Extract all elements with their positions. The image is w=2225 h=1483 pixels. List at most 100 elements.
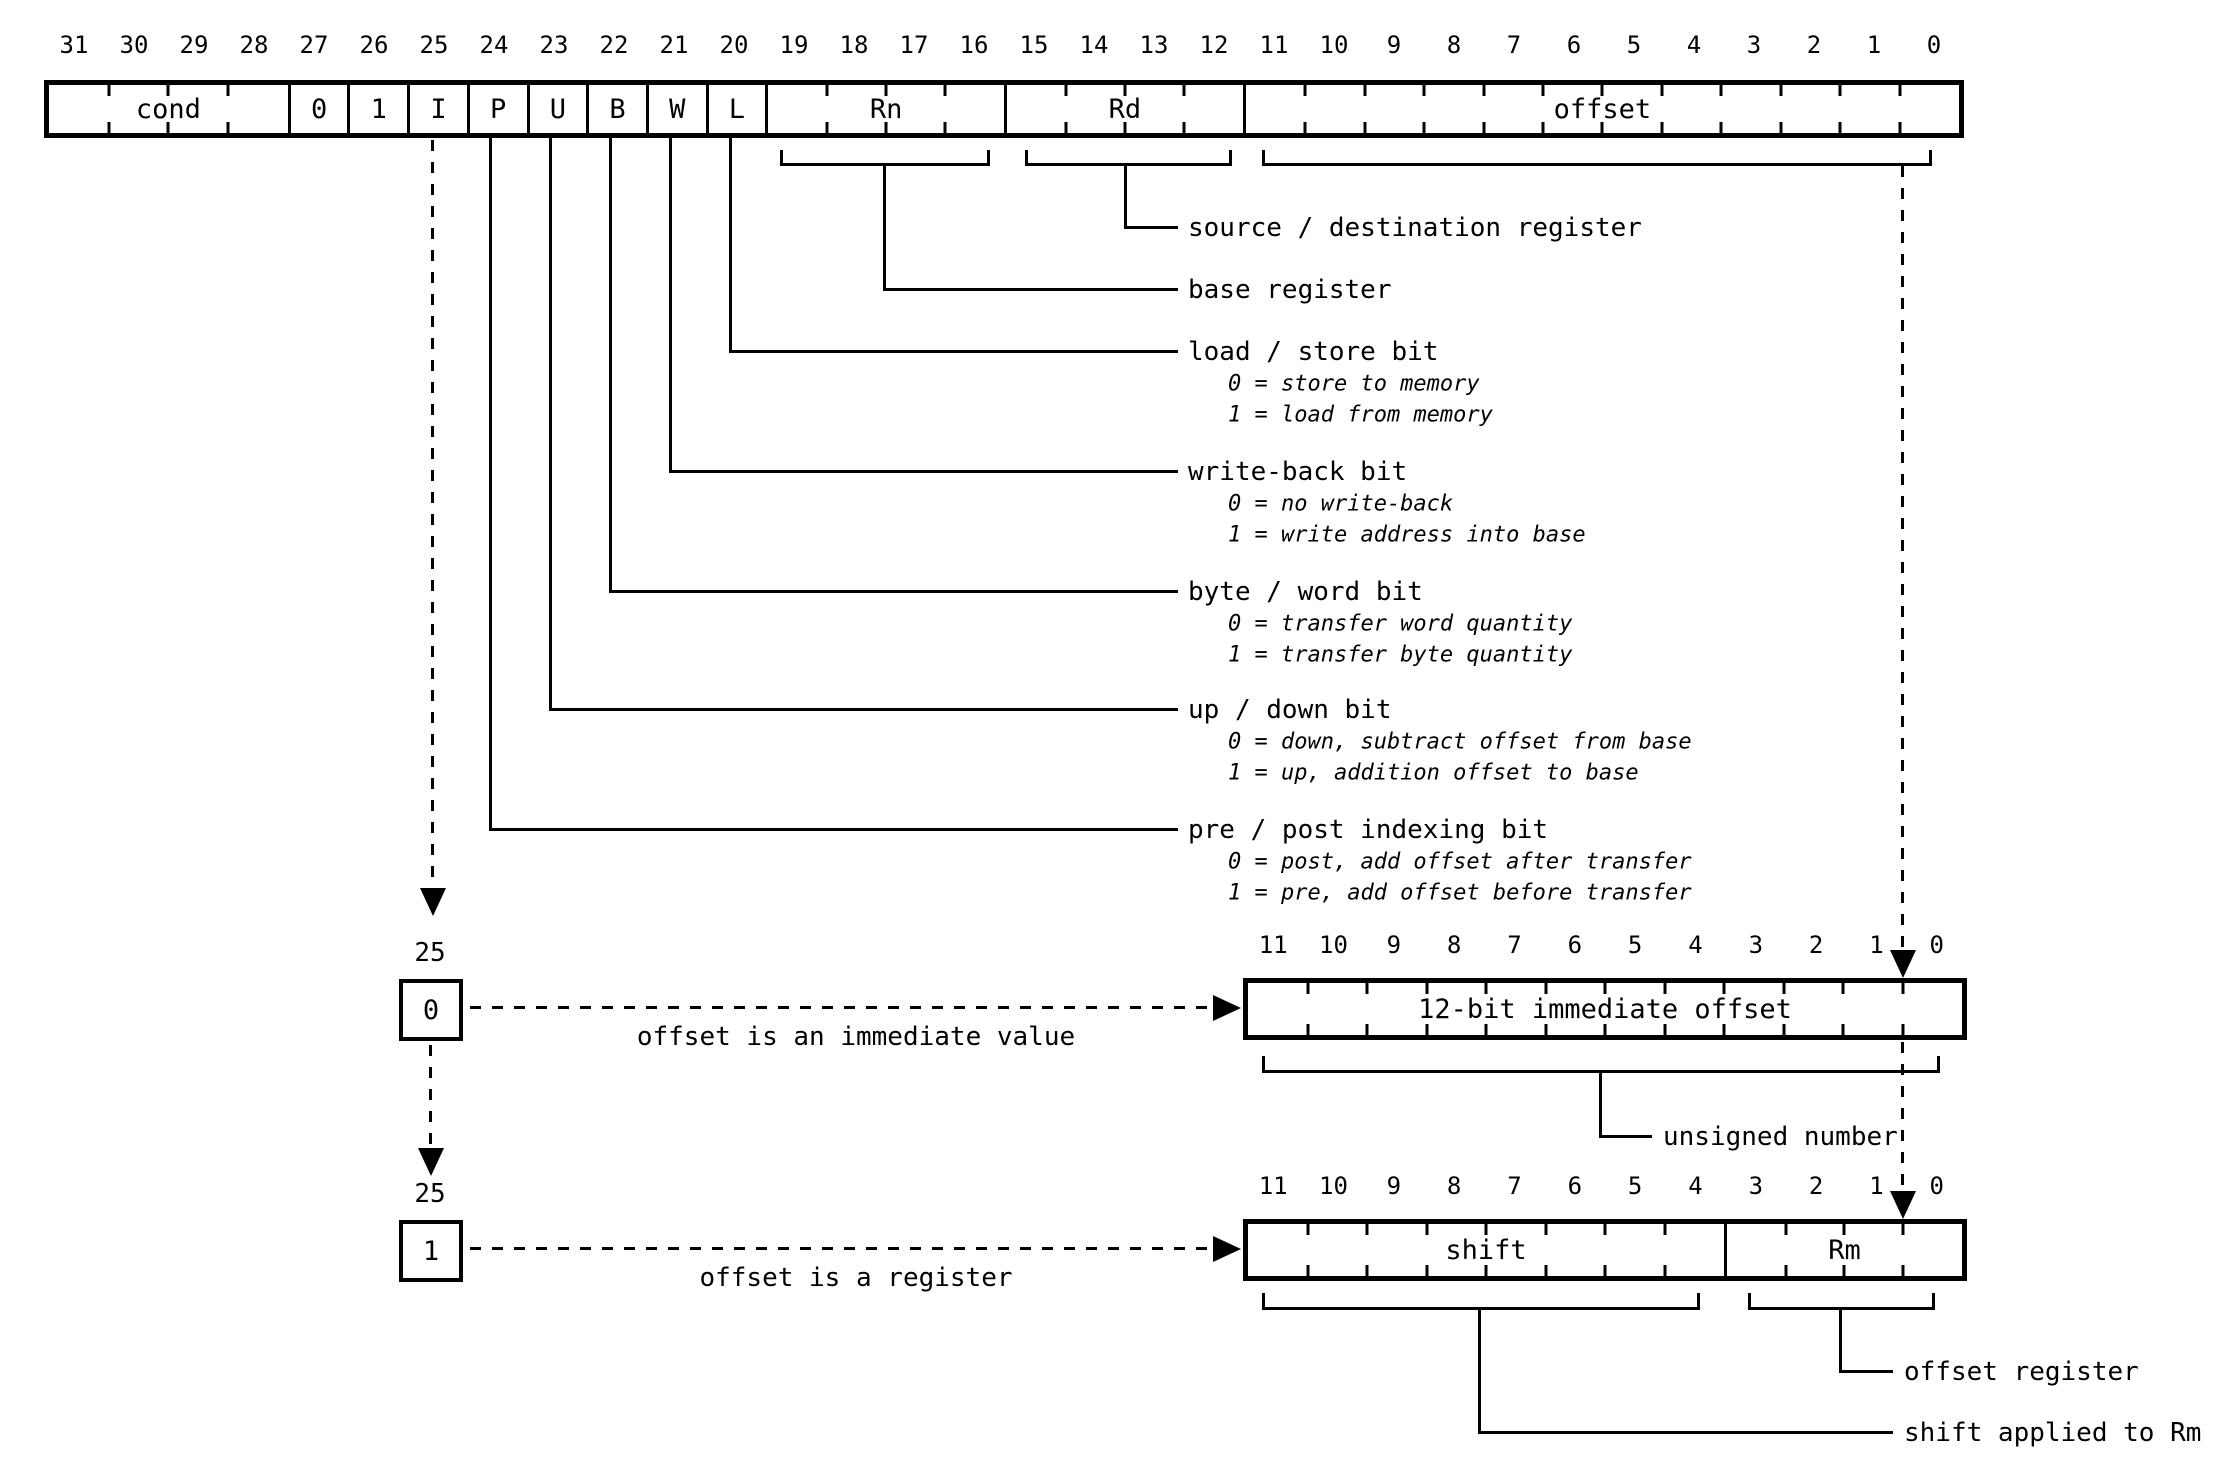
rn-brace-tick-left [780, 150, 783, 166]
p-connector [489, 828, 1178, 831]
bit-boundary-tick [1779, 85, 1783, 96]
bit-boundary-tick [943, 122, 947, 133]
field-cond: cond [49, 85, 288, 133]
bit-number: 10 [1319, 931, 1348, 959]
field-p-label: P [490, 93, 507, 125]
bit-boundary-tick [1779, 122, 1783, 133]
offset-bit0-arrowhead-2 [1890, 1191, 1916, 1219]
shift-brace [1262, 1307, 1700, 1310]
bit-boundary-tick [1541, 122, 1545, 133]
bit-number: 9 [1386, 31, 1402, 59]
bit-number: 11 [1259, 31, 1289, 59]
unsigned-brace [1262, 1070, 1940, 1073]
bit-number: 3 [1746, 31, 1762, 59]
bit-boundary-tick [1303, 122, 1307, 133]
bit-boundary-tick [1603, 1224, 1607, 1235]
bit-boundary-tick [884, 122, 888, 133]
bit-boundary-tick [1365, 1024, 1369, 1035]
bit-boundary-tick [1663, 983, 1666, 994]
immediate-bit25-value: 0 [422, 994, 440, 1026]
bit-number: 29 [179, 31, 209, 59]
bit-boundary-tick [1719, 85, 1723, 96]
bit-boundary-tick [1719, 122, 1723, 133]
bit-boundary-tick [1784, 1224, 1788, 1235]
rn-brace [780, 163, 990, 166]
bit-number: 0 [1929, 1172, 1944, 1200]
bit-boundary-tick [1425, 1024, 1428, 1035]
field-shift-label: shift [1445, 1234, 1527, 1266]
bit-boundary-tick [1484, 1224, 1488, 1235]
bit-number: 16 [959, 31, 989, 59]
bit-number: 21 [659, 31, 689, 59]
p-drop-line [489, 138, 492, 831]
pre-post-label: pre / post indexing bit [1188, 815, 1549, 845]
load-store-note1: 1 = load from memory [1228, 402, 1493, 428]
bit-number: 5 [1626, 31, 1642, 59]
bit-number: 11 [1258, 931, 1288, 959]
bit-number: 8 [1446, 1172, 1462, 1200]
bit25-alt-dashed-line [429, 1045, 432, 1148]
bit-boundary-tick [107, 85, 111, 96]
bit-boundary-tick [1422, 122, 1426, 133]
bit-boundary-tick [1838, 85, 1842, 96]
bit-boundary-tick [1600, 122, 1604, 133]
up-down-label: up / down bit [1188, 695, 1392, 725]
bit-boundary-tick [1722, 983, 1726, 994]
offset-bit0-dashed-line-2 [1901, 1042, 1904, 1191]
bit-number: 15 [1019, 31, 1049, 59]
rd-brace [1025, 163, 1232, 166]
immediate-bit25-value-box: 0 [399, 979, 463, 1041]
bit25-alt-arrowhead [418, 1148, 444, 1176]
bit-boundary-tick [1306, 983, 1309, 994]
bit-boundary-tick [1544, 1265, 1547, 1276]
offset-brace-tick-right [1929, 150, 1932, 166]
register-arrowhead [1213, 1236, 1241, 1262]
bit-number: 27 [299, 31, 329, 59]
bit-number: 6 [1567, 931, 1583, 959]
field-shift: shift [1248, 1224, 1724, 1276]
bit-boundary-tick [1064, 122, 1068, 133]
bit-boundary-tick [1303, 85, 1307, 96]
b-connector [609, 590, 1178, 593]
rn-brace-stem [883, 166, 886, 290]
bit-number: 5 [1627, 931, 1643, 959]
immediate-bit25-number: 25 [414, 938, 446, 968]
bit-boundary-tick [1603, 1024, 1607, 1035]
field-b: B [586, 85, 646, 133]
bit-boundary-tick [1422, 85, 1426, 96]
l-drop-line [729, 138, 732, 353]
bit-boundary-tick [166, 85, 170, 96]
field-rn-label: Rn [869, 93, 903, 125]
bit-number: 10 [1319, 1172, 1348, 1200]
rm-brace-tick-left [1748, 1293, 1751, 1310]
bit-boundary-tick [1842, 1224, 1846, 1235]
bit-number: 7 [1507, 931, 1522, 959]
write-back-note0: 0 = no write-back [1228, 491, 1454, 517]
bit-number: 3 [1748, 1172, 1764, 1200]
bit-boundary-tick [1663, 1224, 1666, 1235]
bit-number: 24 [479, 31, 509, 59]
bit-boundary-tick [1306, 1265, 1309, 1276]
bit-boundary-tick [1784, 1265, 1788, 1276]
bit-number: 28 [239, 31, 269, 59]
field-l-label: L [728, 93, 746, 125]
bit-number: 30 [119, 31, 149, 59]
bit-boundary-tick [1898, 85, 1902, 96]
bit-number: 12 [1199, 31, 1229, 59]
field-rm: Rm [1724, 1224, 1962, 1276]
bit-number: 17 [899, 31, 929, 59]
i-bit-dashed-line [431, 140, 434, 886]
bit-boundary-tick [943, 85, 947, 96]
field-w-label: W [669, 93, 686, 125]
bit-boundary-tick [1365, 1224, 1369, 1235]
field-rd-label: Rd [1108, 93, 1142, 125]
bit-boundary-tick [1901, 1024, 1904, 1035]
bit-number: 2 [1808, 931, 1824, 959]
bit-number: 4 [1688, 1172, 1703, 1200]
rm-connector [1839, 1370, 1893, 1373]
base-reg-label: base register [1188, 275, 1392, 305]
bit-boundary-tick [226, 85, 230, 96]
shift-rm-box: shift Rm [1243, 1219, 1967, 1281]
field-u: U [526, 85, 587, 133]
bit-number: 8 [1446, 31, 1462, 59]
